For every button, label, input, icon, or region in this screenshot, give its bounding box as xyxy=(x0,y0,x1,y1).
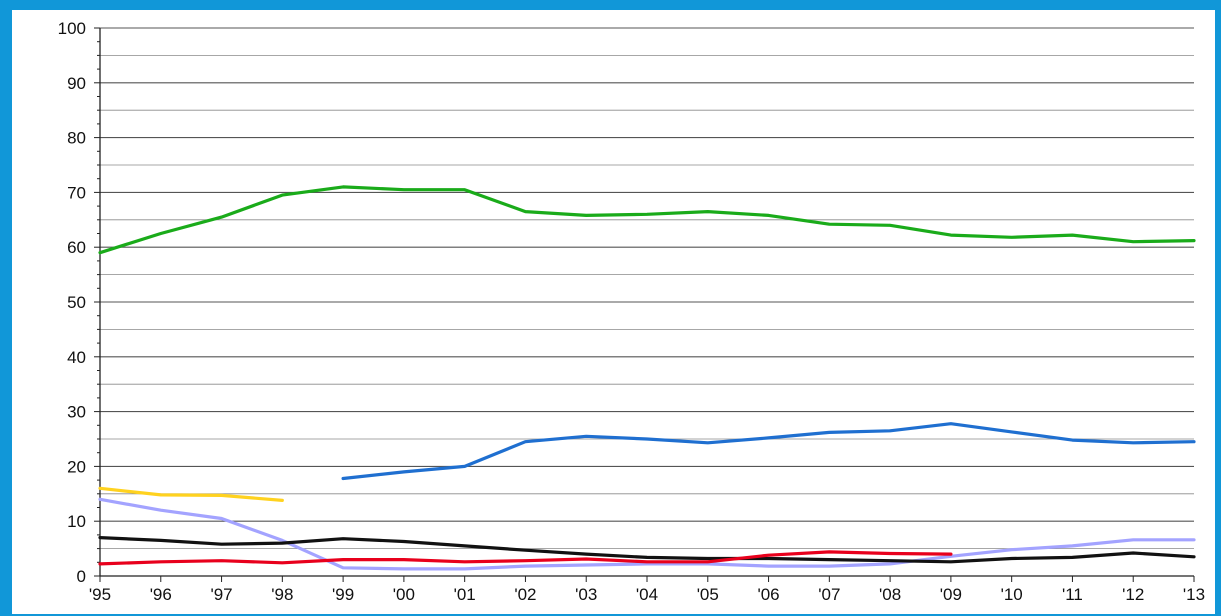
x-tick-label: '98 xyxy=(271,585,293,604)
series-line-6 xyxy=(98,550,1195,566)
y-tick-label: 100 xyxy=(58,19,86,38)
chart-panel: 0 10 20 30 40 50 60 70 80 90 100 '95 '96 '97 '98 '99 '0… xyxy=(12,10,1215,614)
x-tick-label: '08 xyxy=(879,585,901,604)
y-tick-label: 20 xyxy=(67,457,86,476)
x-tick-label: '06 xyxy=(757,585,779,604)
x-tick-label: '12 xyxy=(1122,585,1144,604)
y-tick-label: 70 xyxy=(67,183,86,202)
x-tick-label: '02 xyxy=(514,585,536,604)
series-segment xyxy=(98,550,953,566)
x-tick-label: '03 xyxy=(575,585,597,604)
series-line-2 xyxy=(341,422,1196,481)
y-axis-ticks: 0 10 20 30 40 50 60 70 80 90 100 xyxy=(58,19,100,586)
x-tick-label: '05 xyxy=(697,585,719,604)
x-tick-label: '99 xyxy=(332,585,354,604)
series-segment xyxy=(98,185,1196,255)
x-axis-ticks: '95 '96 '97 '98 '99 '00 '01 '02 '03 '04 '05 '06 '07 '… xyxy=(89,576,1205,604)
y-tick-label: 60 xyxy=(67,238,86,257)
x-tick-label: '10 xyxy=(1001,585,1023,604)
x-tick-label: '01 xyxy=(454,585,476,604)
series-line-1 xyxy=(98,185,1196,255)
series-segment xyxy=(98,535,1196,564)
grid-lines xyxy=(100,27,1194,577)
y-tick-label: 10 xyxy=(67,512,86,531)
series-segment xyxy=(341,422,1196,481)
series-segment xyxy=(98,486,284,502)
x-tick-label: '11 xyxy=(1062,585,1083,604)
series-line-3 xyxy=(98,486,284,502)
x-tick-label: '13 xyxy=(1183,585,1205,604)
x-tick-label: '04 xyxy=(636,585,658,604)
x-tick-label: '96 xyxy=(150,585,172,604)
x-tick-label: '00 xyxy=(393,585,415,604)
x-tick-label: '09 xyxy=(940,585,962,604)
x-tick-label: '97 xyxy=(210,585,232,604)
y-tick-label: 90 xyxy=(67,74,86,93)
series-segment xyxy=(98,497,1196,571)
y-tick-label: 30 xyxy=(67,403,86,422)
line-chart: 0 10 20 30 40 50 60 70 80 90 100 '95 '96 '97 '98 '99 '0… xyxy=(58,19,1205,604)
x-tick-label: '95 xyxy=(89,585,111,604)
x-tick-label: '07 xyxy=(818,585,840,604)
y-tick-label: 0 xyxy=(77,567,86,586)
y-tick-label: 40 xyxy=(67,348,86,367)
series-lines xyxy=(98,185,1196,571)
y-tick-label: 80 xyxy=(67,129,86,148)
series-line-5 xyxy=(98,535,1196,564)
y-tick-label: 50 xyxy=(67,293,86,312)
series-line-4 xyxy=(98,497,1196,571)
